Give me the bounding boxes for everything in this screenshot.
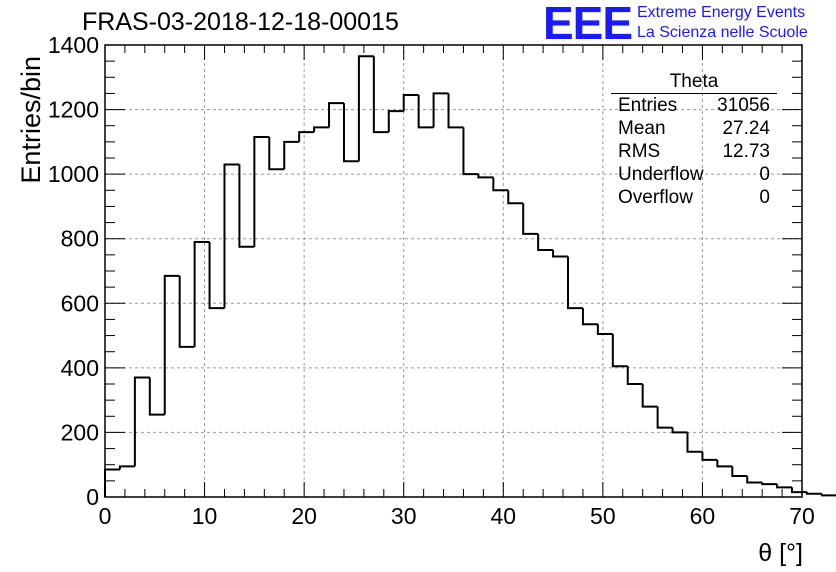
histogram-bin: [328, 102, 344, 128]
histogram-bin: [805, 492, 822, 495]
histogram-bin: [641, 384, 658, 408]
y-tick-label: 1200: [48, 97, 99, 123]
histogram-bin: [522, 203, 539, 235]
histogram-bin: [477, 174, 494, 179]
histogram-bin: [671, 427, 688, 434]
histogram-bin: [253, 136, 270, 247]
histogram-bin: [372, 56, 389, 134]
stats-value: 0: [759, 164, 770, 185]
histogram-bin: [178, 275, 195, 348]
stats-label: Overflow: [618, 187, 693, 208]
histogram-bin: [342, 103, 359, 163]
histogram-bin: [581, 308, 598, 326]
histogram-bin: [118, 465, 135, 470]
stats-value: 0: [759, 187, 770, 208]
x-tick-label: 60: [690, 503, 716, 529]
histogram-bin: [193, 240, 210, 347]
stats-row-underflow: Underflow 0: [611, 163, 777, 186]
x-tick-label: 70: [789, 503, 815, 529]
histogram-bin: [133, 376, 150, 467]
histogram-bin: [626, 366, 643, 385]
histogram-bin: [701, 451, 718, 461]
histogram-bin: [223, 163, 240, 309]
histogram-bin: [208, 241, 225, 310]
chart-title: FRAS-03-2018-12-18-00015: [82, 8, 399, 36]
histogram-bin: [611, 333, 628, 368]
stats-label: Mean: [618, 118, 666, 139]
y-tick-label: 0: [86, 484, 99, 510]
stats-row-entries: Entries 31056: [611, 94, 777, 117]
x-tick-label: 20: [291, 503, 317, 529]
histogram-bin: [283, 140, 300, 170]
histogram-bin: [537, 233, 554, 252]
x-axis-label: θ [°]: [758, 539, 803, 567]
histogram-bin: [163, 274, 180, 415]
histogram-bin: [238, 164, 255, 248]
eee-logo: EEE: [543, 0, 633, 49]
y-tick-label: 1400: [48, 32, 99, 58]
histogram-bin: [104, 468, 120, 497]
histogram-bin: [567, 256, 583, 310]
x-tick-label: 10: [192, 503, 218, 529]
logo-line-2: La Scienza nelle Scuole: [637, 24, 808, 41]
stats-label: RMS: [618, 141, 661, 162]
histogram-bin: [148, 377, 165, 416]
stats-value: 31056: [717, 95, 770, 116]
x-tick-label: 30: [391, 503, 417, 529]
histogram-bin: [686, 432, 703, 453]
histogram-bin: [447, 93, 464, 129]
y-tick-label: 1000: [48, 161, 99, 187]
stats-title: Theta: [611, 72, 777, 94]
stats-row-mean: Mean 27.24: [611, 117, 777, 140]
histogram-bin: [746, 476, 763, 484]
y-tick-label: 600: [61, 290, 99, 316]
grid-lines: [105, 45, 802, 497]
histogram-bin: [507, 190, 524, 205]
histogram-bin: [432, 92, 449, 128]
histogram-bin: [417, 95, 434, 129]
histogram-bin: [820, 493, 836, 497]
histogram-bin: [402, 94, 419, 112]
histogram-bin: [731, 466, 748, 478]
histogram-bin: [462, 127, 479, 176]
y-axis-label: Entries/bin: [16, 56, 46, 184]
stats-label: Entries: [618, 95, 678, 116]
histogram-bin: [656, 406, 673, 429]
x-tick-label: 50: [590, 503, 616, 529]
axis-ticks: [104, 44, 803, 498]
histogram-bin: [268, 137, 285, 171]
y-tick-label: 400: [61, 355, 99, 381]
y-tick-label: 200: [61, 419, 99, 445]
stats-row-rms: RMS 12.73: [611, 140, 777, 163]
histogram-bin: [298, 131, 315, 142]
histogram-bin: [492, 177, 509, 192]
histogram-bin: [357, 55, 374, 162]
histogram-bin: [716, 459, 733, 468]
histogram-bin: [387, 110, 404, 133]
logo-line-1: Extreme Energy Events: [637, 4, 806, 21]
tick-labels: 0 10 20 30 40 50 60 70 0 200 400 600 800 1000 1200 1400: [48, 32, 815, 529]
histogram-bin: [596, 324, 613, 335]
histogram-series: [104, 55, 836, 498]
stats-label: Underflow: [618, 164, 704, 185]
histogram-bin: [313, 126, 330, 133]
stats-row-overflow: Overflow 0: [611, 186, 777, 209]
histogram-bin: [791, 487, 807, 494]
stats-value: 12.73: [722, 141, 770, 162]
stats-value: 27.24: [722, 118, 770, 139]
histogram-bin: [761, 482, 778, 486]
histogram-bin: [552, 250, 569, 258]
stats-box: Theta Entries 31056 Mean 27.24 RMS 12.73…: [611, 72, 777, 209]
x-tick-label: 0: [99, 503, 112, 529]
x-tick-label: 40: [490, 503, 516, 529]
y-tick-label: 800: [61, 226, 99, 252]
histogram-bin: [776, 484, 793, 489]
